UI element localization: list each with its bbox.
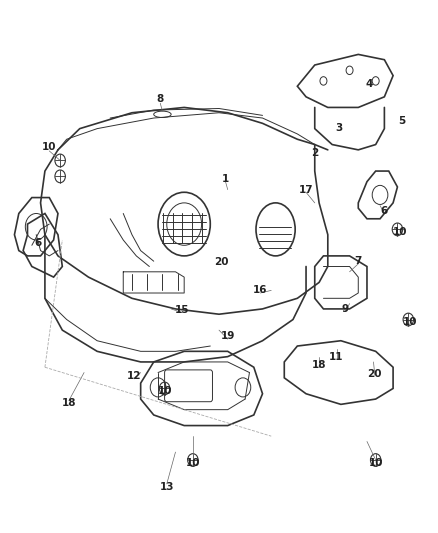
Text: 7: 7 <box>355 256 362 266</box>
Text: 20: 20 <box>214 257 229 267</box>
Text: 12: 12 <box>127 372 141 381</box>
Text: 10: 10 <box>392 227 407 237</box>
Text: 13: 13 <box>159 481 174 491</box>
Text: 17: 17 <box>299 184 313 195</box>
Text: 19: 19 <box>220 332 235 342</box>
Text: 2: 2 <box>311 148 318 158</box>
Text: 16: 16 <box>253 285 268 295</box>
Text: 8: 8 <box>157 94 164 104</box>
Text: 9: 9 <box>342 304 349 314</box>
Text: 3: 3 <box>335 123 343 133</box>
Text: 6: 6 <box>35 238 42 248</box>
Text: 10: 10 <box>368 458 383 467</box>
Text: 10: 10 <box>157 386 172 396</box>
Text: 5: 5 <box>398 116 406 126</box>
Text: 10: 10 <box>403 317 418 327</box>
Text: 15: 15 <box>175 305 189 315</box>
Text: 11: 11 <box>329 352 344 361</box>
Text: 6: 6 <box>381 206 388 216</box>
Text: 20: 20 <box>367 369 382 378</box>
Text: 1: 1 <box>222 174 229 184</box>
Text: 10: 10 <box>42 142 57 152</box>
Text: 4: 4 <box>365 78 373 88</box>
Text: 10: 10 <box>186 458 200 467</box>
Text: 18: 18 <box>312 360 326 369</box>
Text: 18: 18 <box>62 398 76 408</box>
